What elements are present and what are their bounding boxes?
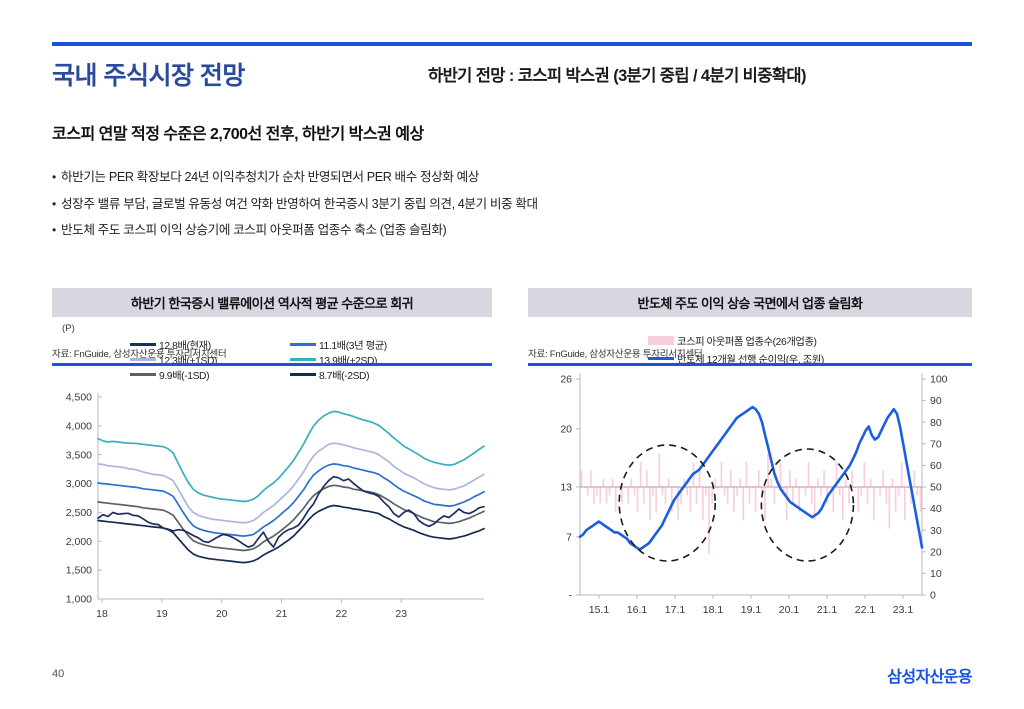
svg-text:19.1: 19.1 <box>741 604 762 616</box>
legend-label: 코스피 아웃퍼폼 업종수(26개업종) <box>677 337 817 348</box>
slimming-combo-chart: - 7 13 20 26 0 10 20 30 40 50 60 70 80 90 100 15.1 16.1 17… <box>560 373 948 616</box>
legend-swatch-icon <box>290 358 316 361</box>
svg-text:7: 7 <box>566 531 572 543</box>
svg-text:1,000: 1,000 <box>66 594 92 606</box>
svg-text:90: 90 <box>930 395 942 407</box>
svg-text:22: 22 <box>336 608 348 620</box>
svg-text:17.1: 17.1 <box>665 604 686 616</box>
svg-text:3,500: 3,500 <box>66 449 92 461</box>
bullet-item: • 반도체 주도 코스피 이익 상승기에 코스피 아웃퍼폼 업종수 축소 (업종… <box>52 223 952 239</box>
chart-panel-valuation: 하반기 한국증시 밸류에이션 역사적 평균 수준으로 회귀 (P) 12.8배(… <box>52 288 492 629</box>
bullet-item: • 하반기는 PER 확장보다 24년 이익추청치가 순차 반영되면서 PER … <box>52 170 952 186</box>
panel-bottom-rule <box>528 363 972 366</box>
bullet-list: • 하반기는 PER 확장보다 24년 이익추청치가 순차 반영되면서 PER … <box>52 170 952 250</box>
legend-label: 반도체 12개월 선행 순이익(우, 조원) <box>677 355 824 366</box>
svg-text:50: 50 <box>930 482 942 494</box>
svg-text:26: 26 <box>560 374 572 386</box>
legend-item-3yr-avg: 11.1배(3년 평균) <box>290 337 387 352</box>
page-title: 국내 주식시장 전망 <box>52 62 245 90</box>
header-accent-rule <box>52 42 972 46</box>
page-subtitle: 하반기 전망 : 코스피 박스권 (3분기 중립 / 4분기 비중확대) <box>428 67 806 85</box>
svg-text:1,500: 1,500 <box>66 565 92 577</box>
svg-text:18.1: 18.1 <box>703 604 724 616</box>
bullet-text: 반도체 주도 코스피 이익 상승기에 코스피 아웃퍼폼 업종수 축소 (업종 슬… <box>61 223 447 238</box>
svg-text:-: - <box>569 590 573 602</box>
legend-label: 12.3배(+1SD) <box>159 356 218 367</box>
svg-text:20: 20 <box>930 546 942 558</box>
legend-item-outperform-count: 코스피 아웃퍼폼 업종수(26개업종) <box>648 333 817 348</box>
chart-plot-area-slimming: 코스피 아웃퍼폼 업종수(26개업종) 반도체 12개월 선행 순이익(우, 조… <box>528 317 972 629</box>
legend-label: 11.1배(3년 평균) <box>319 341 387 352</box>
legend-item-current: 12.8배(현재) <box>130 337 211 352</box>
svg-text:22.1: 22.1 <box>855 604 876 616</box>
legend-swatch-icon <box>648 336 674 345</box>
chart-source-note: 자료: FnGuide, 삼성자산운용 투자리서치센터 <box>528 349 703 360</box>
svg-text:40: 40 <box>930 503 942 515</box>
bullet-marker-icon: • <box>52 223 56 238</box>
legend-label: 13.9배(+2SD) <box>319 356 378 367</box>
legend-item-plus2sd: 13.9배(+2SD) <box>290 352 377 367</box>
legend-swatch-icon <box>130 358 156 361</box>
svg-text:21.1: 21.1 <box>817 604 838 616</box>
svg-text:10: 10 <box>930 568 942 580</box>
legend-label: 12.8배(현재) <box>159 341 211 352</box>
svg-text:3,000: 3,000 <box>66 478 92 490</box>
svg-text:20: 20 <box>216 608 228 620</box>
svg-text:15.1: 15.1 <box>589 604 610 616</box>
svg-text:18: 18 <box>96 608 108 620</box>
svg-text:100: 100 <box>930 374 948 386</box>
svg-text:19: 19 <box>156 608 168 620</box>
chart-source-note: 자료: FnGuide, 삼성자산운용 투자리서치센터 <box>52 349 227 360</box>
chart-panel-slimming: 반도체 주도 이익 상승 국면에서 업종 슬림화 코스피 아웃퍼폼 업종수(26… <box>528 288 972 629</box>
page-number: 40 <box>52 668 65 680</box>
svg-text:4,500: 4,500 <box>66 392 92 404</box>
legend-item-semi-profit: 반도체 12개월 선행 순이익(우, 조원) <box>648 351 824 366</box>
brand-logo: 삼성자산운용 <box>887 669 972 686</box>
svg-text:0: 0 <box>930 590 936 602</box>
legend-item-minus1sd: 9.9배(-1SD) <box>130 367 210 382</box>
svg-text:70: 70 <box>930 438 942 450</box>
svg-text:4,000: 4,000 <box>66 420 92 432</box>
bullet-marker-icon: • <box>52 196 56 211</box>
legend-swatch-icon <box>130 343 156 346</box>
svg-text:60: 60 <box>930 460 942 472</box>
svg-text:2,500: 2,500 <box>66 507 92 519</box>
svg-text:21: 21 <box>276 608 288 620</box>
svg-text:20.1: 20.1 <box>779 604 800 616</box>
legend-item-minus2sd: 8.7배(-2SD) <box>290 367 370 382</box>
svg-text:13: 13 <box>560 482 572 494</box>
legend-label: 9.9배(-1SD) <box>159 371 210 382</box>
svg-text:80: 80 <box>930 417 942 429</box>
svg-text:20: 20 <box>560 423 572 435</box>
svg-text:2,000: 2,000 <box>66 536 92 548</box>
chart-plot-area-valuation: (P) 12.8배(현재) 12.3배(+1SD) 9.9배(-1SD) 11.… <box>52 317 492 629</box>
svg-text:16.1: 16.1 <box>627 604 648 616</box>
chart-panel-title: 반도체 주도 이익 상승 국면에서 업종 슬림화 <box>528 288 972 317</box>
bullet-text: 성장주 밸류 부담, 글로벌 유동성 여건 약화 반영하여 한국증시 3분기 중… <box>61 196 538 211</box>
valuation-line-chart: 1,000 1,500 2,000 2,500 3,000 3,500 4,000 4,500… <box>66 392 485 620</box>
svg-text:23.1: 23.1 <box>893 604 914 616</box>
legend-swatch-icon <box>290 373 316 376</box>
legend-swatch-icon <box>648 357 674 360</box>
svg-text:23: 23 <box>395 608 407 620</box>
legend-item-plus1sd: 12.3배(+1SD) <box>130 352 217 367</box>
bullet-marker-icon: • <box>52 170 56 184</box>
legend-label: 8.7배(-2SD) <box>319 371 370 382</box>
bullet-item: • 성장주 밸류 부담, 글로벌 유동성 여건 약화 반영하여 한국증시 3분기… <box>52 197 952 213</box>
bullet-text: 하반기는 PER 확장보다 24년 이익추청치가 순차 반영되면서 PER 배수… <box>61 170 479 184</box>
panel-bottom-rule <box>52 363 492 366</box>
chart-panel-title: 하반기 한국증시 밸류에이션 역사적 평균 수준으로 회귀 <box>52 288 492 317</box>
section-heading: 코스피 연말 적정 수준은 2,700선 전후, 하반기 박스권 예상 <box>52 126 424 143</box>
svg-text:30: 30 <box>930 525 942 537</box>
y-axis-unit-label: (P) <box>62 323 75 334</box>
legend-swatch-icon <box>130 373 156 376</box>
legend-swatch-icon <box>290 343 316 346</box>
